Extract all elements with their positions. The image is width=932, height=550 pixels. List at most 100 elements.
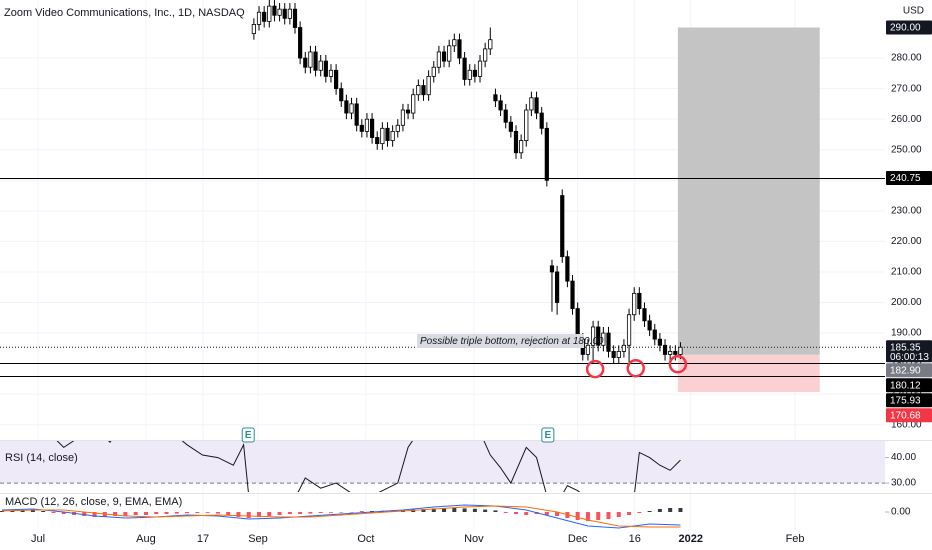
candle-body: [549, 265, 555, 273]
candle-body: [657, 338, 662, 346]
macd-histogram-bar: [61, 512, 66, 514]
macd-histogram-bar: [339, 512, 344, 513]
candle-body: [421, 85, 426, 96]
price-pane: [0, 0, 885, 393]
price-label-box: [886, 170, 932, 185]
candle-body: [555, 271, 560, 303]
candle-body: [298, 27, 303, 59]
candle-body: [251, 24, 256, 35]
macd-histogram-bar: [606, 512, 611, 519]
candle-body: [339, 88, 344, 102]
macd-line: [2, 505, 681, 528]
price-label: 175.93: [890, 395, 921, 406]
macd-histogram-bar: [92, 512, 97, 517]
macd-histogram-bar: [185, 512, 190, 514]
countdown: 06:00:13: [890, 352, 929, 363]
candle-body: [483, 48, 488, 62]
candle-body: [431, 66, 436, 77]
y-tick-label: 230.00: [891, 205, 922, 216]
macd-histogram-bar: [133, 512, 138, 515]
candle-body: [570, 280, 575, 310]
macd-histogram-bar: [113, 512, 118, 516]
candle-body: [349, 103, 354, 114]
macd-histogram-bar: [668, 508, 673, 512]
candle-body: [426, 75, 431, 96]
y-tick-label: 190.00: [891, 328, 922, 339]
candle-body: [652, 329, 657, 340]
candle-body: [544, 127, 549, 181]
macd-title: MACD (12, 26, close, 9, EMA, EMA): [5, 496, 182, 508]
candle-body: [262, 11, 267, 22]
x-tick-label: 2022: [678, 533, 702, 545]
y-tick-label: 30.00: [891, 478, 916, 489]
candle-body: [447, 45, 452, 62]
macd-histogram-bar: [205, 512, 210, 513]
candle-body: [256, 11, 262, 25]
y-tick-label: 280.00: [891, 53, 922, 64]
candle-body: [328, 69, 334, 77]
candle-body: [606, 332, 611, 352]
candle-body: [380, 127, 385, 145]
macd-histogram-bar: [174, 512, 179, 514]
macd-histogram-bar: [20, 510, 25, 512]
macd-histogram-bar: [503, 512, 508, 513]
candle-body: [585, 344, 591, 355]
macd-histogram-bar: [164, 512, 169, 514]
candle-body: [626, 314, 632, 346]
x-tick-label: 16: [629, 533, 641, 545]
candle-body: [673, 350, 678, 355]
macd-histogram-bar: [421, 509, 426, 512]
candle-body: [308, 51, 313, 68]
macd-histogram-bar: [616, 512, 621, 517]
price-label-box: [886, 378, 932, 393]
macd-histogram-bar: [143, 512, 148, 515]
macd-histogram-bar: [226, 512, 231, 515]
candle-body: [385, 127, 390, 141]
candle-body: [503, 109, 508, 123]
x-tick-label: 17: [197, 533, 209, 545]
candle-body: [267, 5, 272, 22]
candle-body: [344, 100, 349, 114]
candle-body: [637, 292, 642, 310]
candle-body: [539, 112, 544, 129]
macd-histogram-bar: [359, 511, 364, 512]
y-tick-label: 210.00: [891, 267, 922, 278]
x-tick-label: Nov: [464, 533, 484, 545]
macd-histogram-bar: [452, 508, 457, 512]
candle-body: [601, 332, 606, 346]
macd-histogram-bar: [657, 509, 662, 512]
candle-body: [498, 100, 503, 111]
macd-histogram-bar: [123, 512, 128, 516]
candle-body: [277, 8, 282, 16]
macd-histogram-bar: [678, 508, 683, 512]
candle-body: [411, 94, 416, 114]
macd-histogram-bar: [41, 511, 46, 512]
candle-body: [400, 109, 406, 126]
macd-histogram-bar: [493, 510, 498, 512]
x-tick-label: Dec: [568, 533, 588, 545]
candle-body: [462, 57, 467, 80]
y-tick-label: 220.00: [891, 236, 922, 247]
macd-histogram-bar: [195, 512, 200, 513]
macd-histogram-bar: [0, 511, 5, 512]
candle-body: [282, 8, 287, 19]
y-tick-label: 260.00: [891, 114, 922, 125]
macd-histogram-bar: [627, 512, 632, 515]
y-tick-label: 40.00: [891, 452, 916, 463]
x-tick-label: Aug: [136, 533, 156, 545]
candle-body: [457, 39, 462, 59]
macd-histogram-bar: [298, 512, 303, 514]
macd-histogram-bar: [10, 510, 15, 512]
macd-histogram-bar: [30, 510, 35, 512]
annotation-bg: [417, 334, 584, 348]
highlight-circle: [626, 358, 645, 378]
macd-histogram-bar: [328, 512, 333, 513]
candle-body: [662, 344, 668, 355]
y-tick-label: 270.00: [891, 83, 922, 94]
price-label: 290.00: [890, 23, 921, 34]
candle-body: [292, 8, 298, 28]
candle-body: [678, 346, 683, 355]
price-label-box: [886, 340, 932, 363]
price-label-box: [886, 393, 932, 408]
